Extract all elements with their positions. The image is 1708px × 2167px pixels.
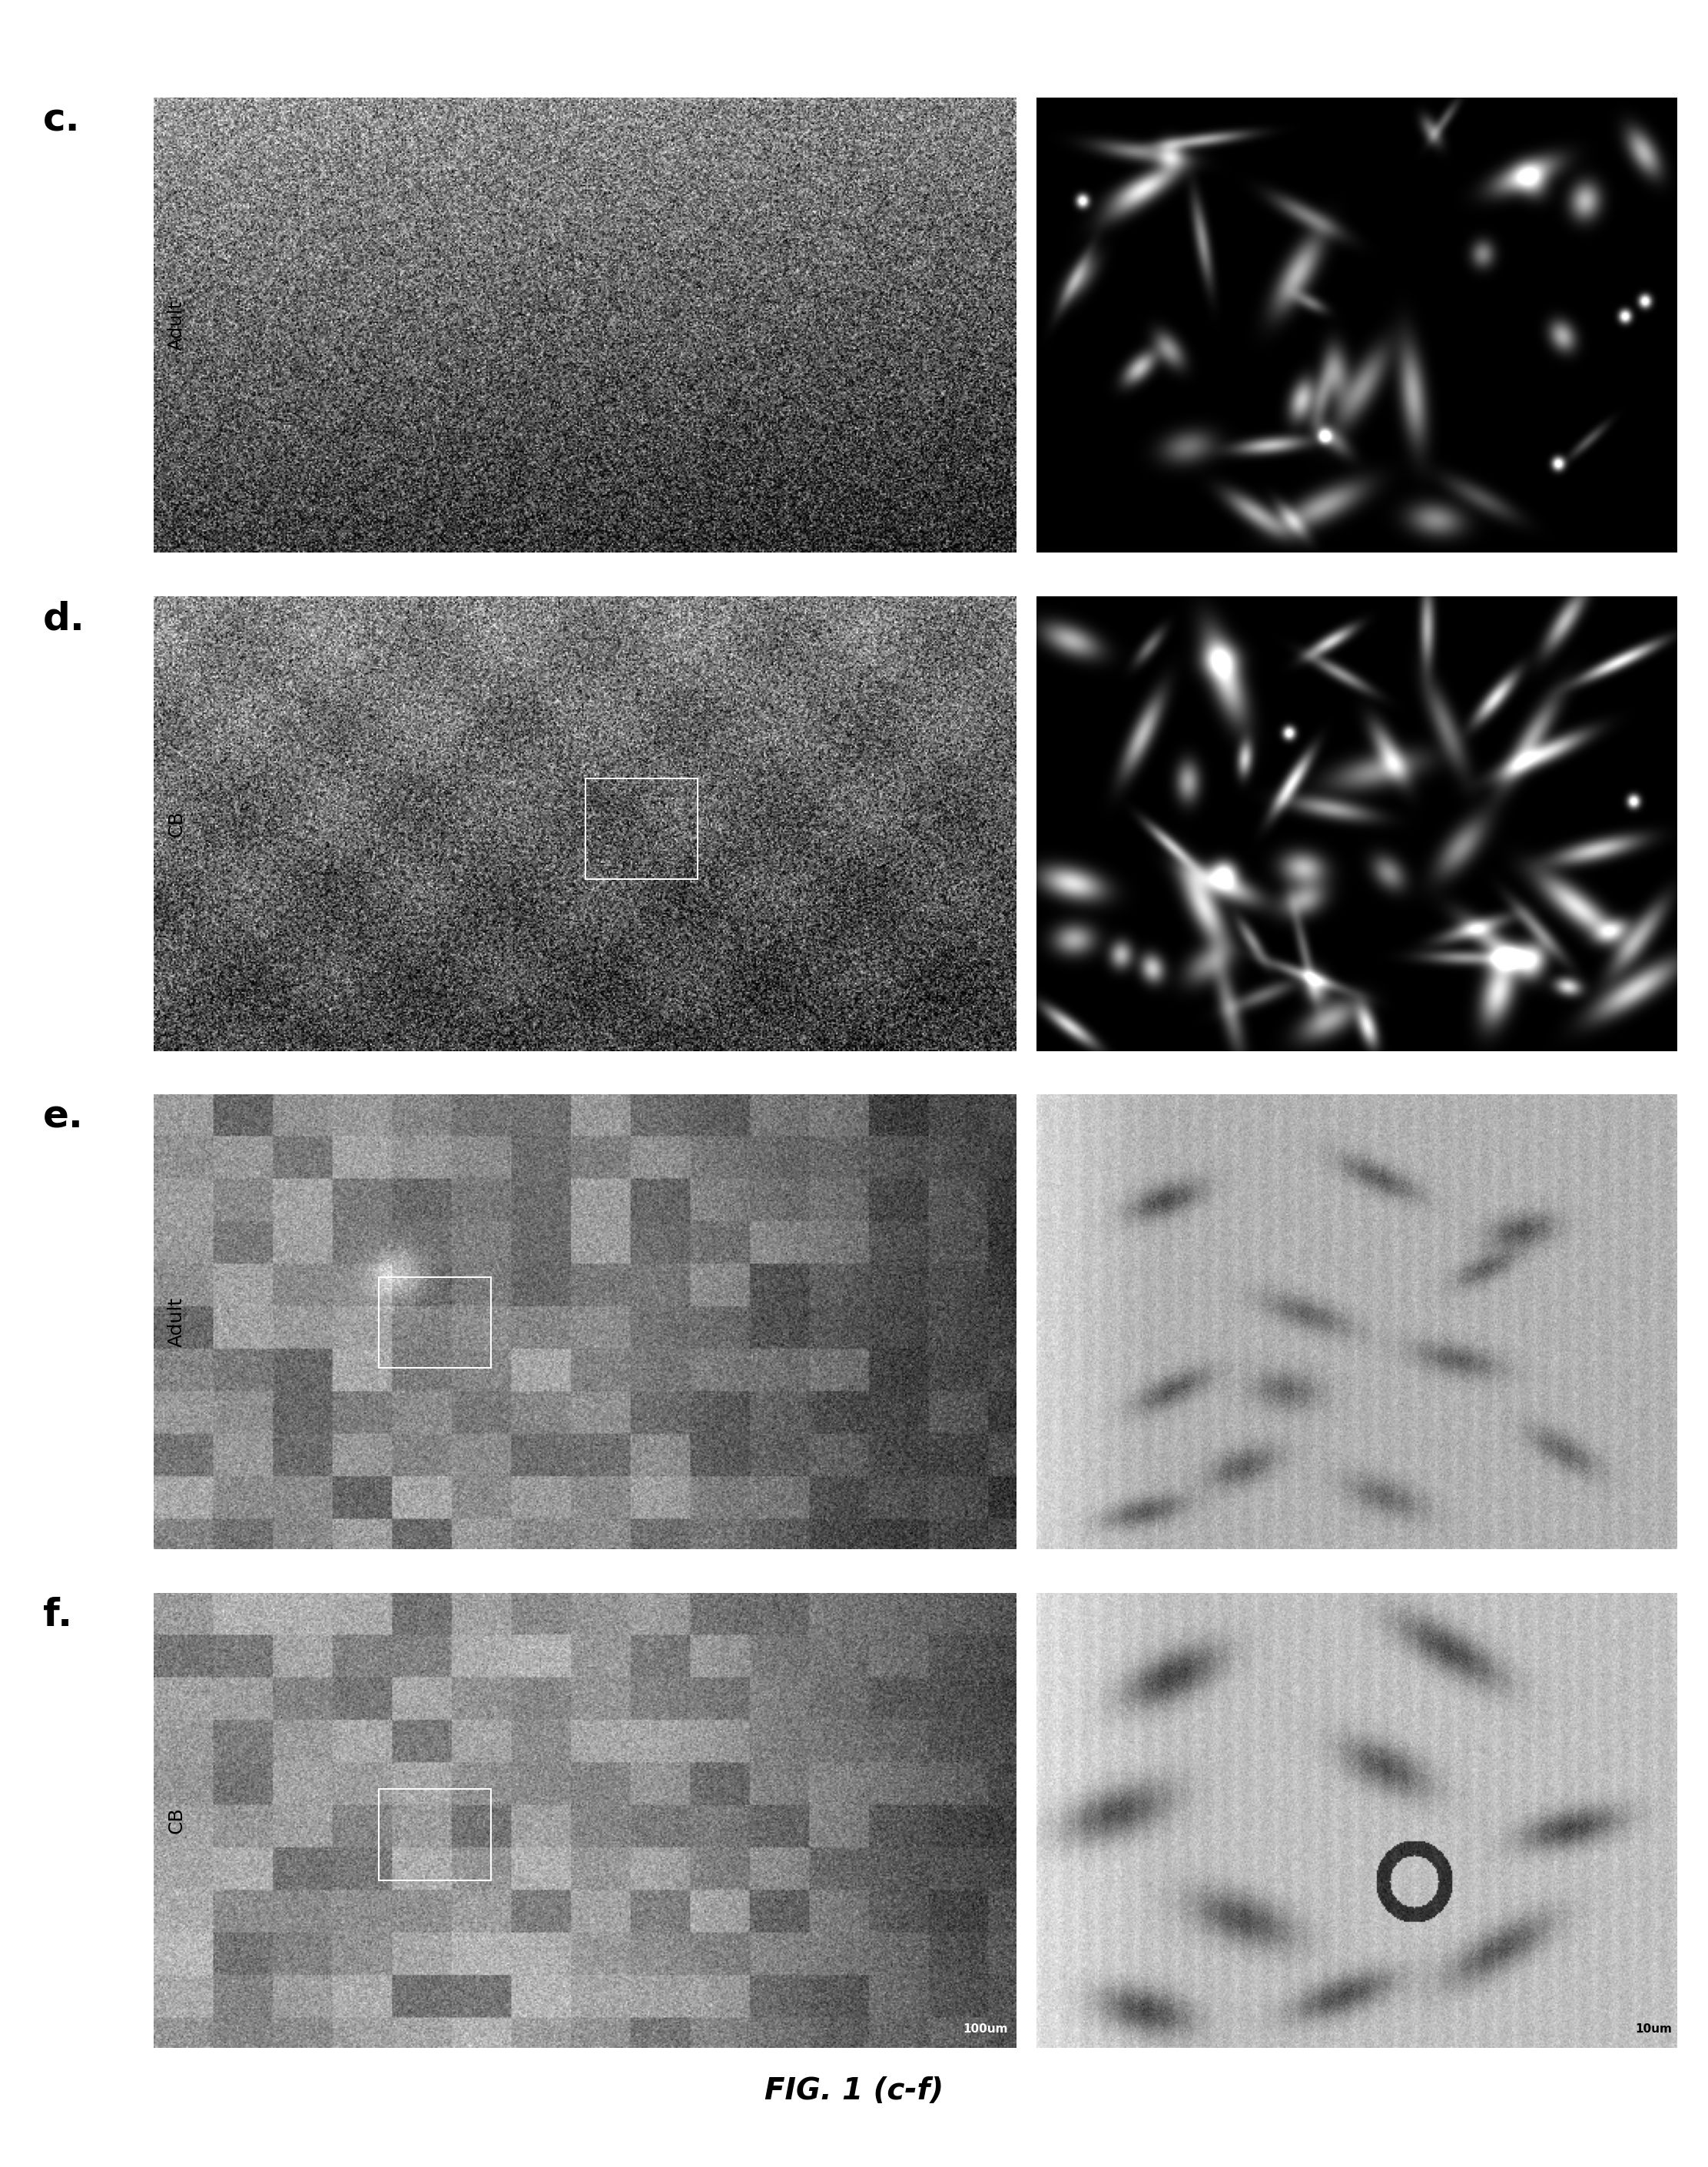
Bar xyxy=(586,778,699,880)
Text: CB: CB xyxy=(167,810,186,836)
Text: Adult: Adult xyxy=(167,299,186,351)
Text: c.: c. xyxy=(43,102,80,139)
Text: e.: e. xyxy=(43,1099,84,1136)
Text: CB: CB xyxy=(167,1807,186,1833)
Text: FIG. 1 (c-f): FIG. 1 (c-f) xyxy=(765,2076,943,2106)
Text: 100um: 100um xyxy=(963,2024,1008,2035)
Text: Adult: Adult xyxy=(167,1296,186,1348)
Text: 10um: 10um xyxy=(1635,2024,1672,2035)
Text: d.: d. xyxy=(43,600,85,637)
Bar xyxy=(379,1790,490,1881)
Bar xyxy=(379,1276,490,1367)
Text: f.: f. xyxy=(43,1597,72,1634)
